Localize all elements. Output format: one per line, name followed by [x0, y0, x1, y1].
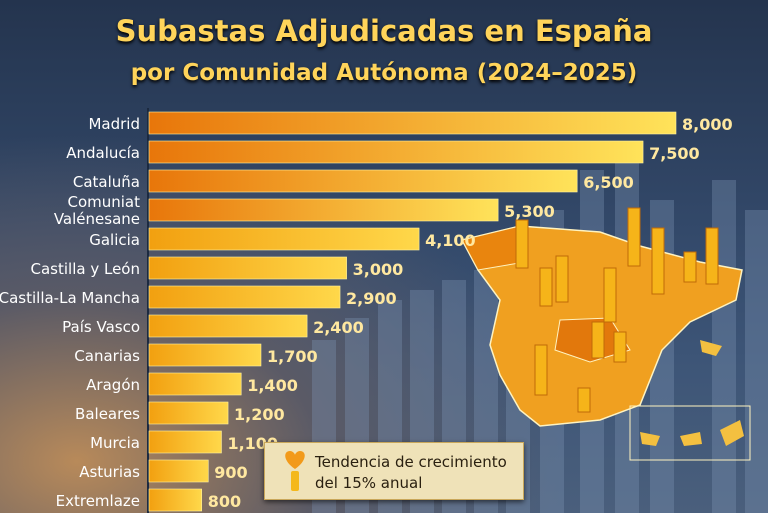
bar — [148, 227, 420, 251]
category-label: Castilla y León — [31, 260, 140, 278]
category-label: Asturias — [79, 463, 140, 481]
map-bar — [577, 387, 591, 413]
value-label: 4,100 — [425, 231, 476, 250]
value-label: 8,000 — [682, 115, 733, 134]
value-label: 900 — [214, 463, 247, 482]
bar — [148, 140, 644, 164]
category-label: Extremlaze — [56, 492, 140, 510]
value-label: 7,500 — [649, 144, 700, 163]
map-bar — [534, 344, 548, 396]
bar — [148, 488, 203, 512]
map-bar — [627, 207, 641, 267]
bar — [148, 111, 677, 135]
category-label: Murcia — [90, 434, 140, 452]
value-label: 1,200 — [234, 405, 285, 424]
heart-candle-icon — [285, 451, 305, 491]
category-label: País Vasco — [62, 318, 140, 336]
category-label: Madrid — [88, 115, 140, 133]
category-label: Galicia — [89, 231, 140, 249]
bar — [148, 401, 229, 425]
bar — [148, 256, 347, 280]
map-bar — [613, 331, 627, 363]
map-bar — [651, 227, 665, 295]
category-label: Cataluña — [73, 173, 140, 191]
value-label: 3,000 — [353, 260, 404, 279]
legend-text-line2: del 15% anual — [315, 474, 423, 492]
map-bar — [705, 227, 719, 285]
bar — [148, 169, 578, 193]
map-bar — [555, 255, 569, 303]
bar — [148, 430, 222, 454]
category-label: Aragón — [86, 376, 140, 394]
category-label: Canarias — [74, 347, 140, 365]
map-bar — [683, 251, 697, 283]
chart-title: Subastas Adjudicadas en España — [115, 14, 653, 48]
value-label: 6,500 — [583, 173, 634, 192]
bar — [148, 343, 262, 367]
value-label: 1,700 — [267, 347, 318, 366]
category-label: Andalucía — [66, 144, 140, 162]
category-label: Baleares — [75, 405, 140, 423]
category-label: Valénesane — [54, 210, 140, 228]
value-label: 2,400 — [313, 318, 364, 337]
category-label: Comuniat — [67, 193, 140, 211]
bar — [148, 198, 499, 222]
legend-text-line1: Tendencia de crecimiento — [315, 453, 507, 471]
value-label: 2,900 — [346, 289, 397, 308]
chart-subtitle: por Comunidad Autónoma (2024–2025) — [130, 60, 638, 86]
value-label: 5,300 — [504, 202, 555, 221]
value-label: 800 — [208, 492, 241, 511]
map-bar — [515, 219, 529, 269]
value-label: 1,400 — [247, 376, 298, 395]
legend: Tendencia de crecimiento del 15% anual — [264, 442, 524, 500]
bar — [148, 372, 242, 396]
bar — [148, 285, 341, 309]
category-label: Castilla-La Mancha — [0, 289, 140, 307]
background-column — [745, 210, 768, 513]
bar — [148, 459, 209, 483]
map-bar — [539, 267, 553, 307]
map-bar — [603, 267, 617, 323]
map-bar — [591, 321, 605, 359]
bar — [148, 314, 308, 338]
spain-map — [460, 207, 751, 461]
